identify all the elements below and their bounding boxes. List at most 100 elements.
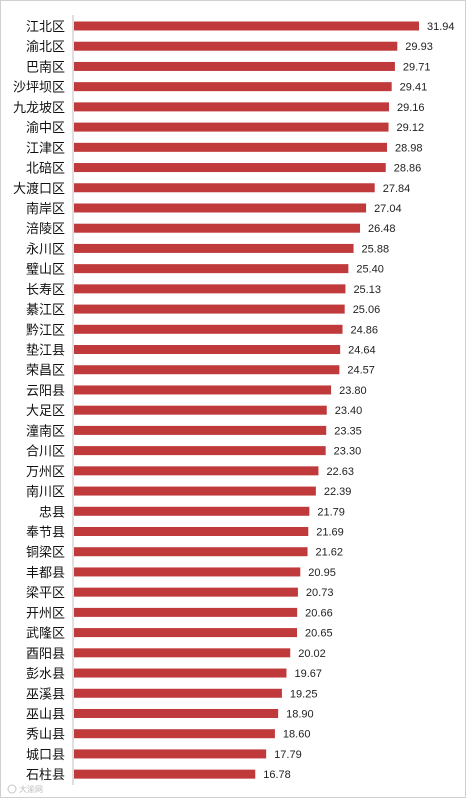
value-label: 24.64: [348, 345, 376, 357]
bar: [74, 607, 298, 617]
value-label: 22.39: [324, 486, 352, 498]
value-label: 19.67: [294, 668, 322, 680]
value-label: 16.78: [263, 769, 291, 781]
category-label: 忠县: [39, 505, 65, 520]
category-label: 南岸区: [26, 201, 65, 217]
value-labels-group: 31.94 29.93 29.71 29.41 29.16 29.12 28.98 28.86…: [263, 21, 454, 781]
category-label: 永川区: [26, 242, 65, 257]
value-label: 25.13: [353, 284, 381, 296]
bar: [74, 122, 389, 132]
bar: [74, 264, 349, 274]
category-label: 彭水县: [26, 667, 65, 682]
category-label: 渝中区: [26, 120, 65, 136]
value-label: 23.40: [335, 405, 363, 417]
category-label: 铜梁区: [26, 546, 65, 561]
category-label: 黔江区: [26, 323, 65, 338]
value-label: 25.40: [356, 264, 384, 276]
bars-group: [74, 21, 419, 779]
bar: [74, 405, 327, 415]
category-label: 长寿区: [26, 283, 65, 298]
bar: [74, 142, 388, 152]
category-label: 垫江县: [26, 343, 65, 359]
bar: [74, 284, 346, 294]
value-label: 28.98: [395, 142, 423, 154]
category-label: 大渡口区: [13, 181, 65, 197]
bar: [74, 163, 386, 173]
category-label: 北碚区: [26, 162, 65, 177]
value-label: 29.71: [403, 61, 431, 73]
category-label: 璧山区: [26, 262, 65, 278]
value-label: 18.90: [286, 708, 314, 720]
bar: [74, 102, 389, 112]
value-label: 23.35: [334, 425, 362, 437]
bar: [74, 688, 282, 698]
value-label: 22.63: [326, 466, 354, 478]
value-label: 29.41: [400, 82, 428, 94]
category-label: 合川区: [26, 445, 65, 460]
watermark-icon: [7, 784, 17, 794]
value-label: 29.16: [397, 102, 425, 114]
bar: [74, 345, 341, 355]
category-label: 巫山县: [26, 707, 65, 722]
bar: [74, 41, 398, 51]
value-label: 29.12: [397, 122, 425, 134]
value-label: 20.65: [305, 628, 333, 640]
value-label: 20.73: [306, 587, 334, 599]
bar: [74, 82, 392, 92]
category-label: 梁平区: [26, 586, 65, 601]
bar: [74, 567, 301, 577]
value-label: 17.79: [274, 749, 302, 761]
value-label: 23.80: [339, 385, 367, 397]
value-label: 27.04: [374, 203, 402, 215]
bar: [74, 243, 354, 253]
category-label: 南川区: [26, 484, 65, 500]
category-label: 潼南区: [26, 423, 65, 439]
bar: [74, 527, 309, 536]
bar: [74, 587, 298, 597]
value-label: 24.57: [347, 365, 375, 377]
value-label: 25.88: [362, 243, 390, 255]
bar: [74, 183, 375, 193]
bar: [74, 729, 275, 739]
value-label: 19.25: [290, 688, 318, 700]
category-label: 綦江区: [26, 303, 65, 318]
bar: [74, 749, 267, 759]
category-labels-group: 江北区渝北区巴南区沙坪坝区九龙坡区渝中区江津区北碚区大渡口区南岸区涪陵区永川区璧…: [13, 20, 65, 783]
value-label: 25.06: [353, 304, 381, 316]
value-label: 21.79: [317, 506, 345, 518]
value-label: 29.93: [405, 41, 433, 53]
value-label: 21.69: [316, 527, 344, 539]
value-label: 31.94: [427, 21, 455, 33]
value-label: 20.66: [305, 607, 333, 619]
category-label: 石柱县: [26, 768, 65, 783]
bar: [74, 708, 279, 718]
watermark-text: 大渝网: [19, 784, 43, 794]
category-label: 巫溪县: [26, 687, 65, 702]
bar: [74, 769, 256, 779]
value-label: 28.86: [394, 163, 422, 175]
bar: [74, 324, 343, 334]
bar: [74, 203, 367, 213]
bar: [74, 304, 345, 314]
bar: [74, 223, 361, 233]
value-label: 26.48: [368, 223, 396, 235]
bar: [74, 648, 291, 658]
bar: [74, 425, 327, 435]
value-label: 23.30: [334, 446, 362, 458]
category-label: 涪陵区: [26, 222, 65, 237]
category-label: 开州区: [26, 606, 65, 621]
category-label: 城口县: [26, 748, 65, 763]
watermark: 大渝网: [7, 784, 43, 794]
bar: [74, 506, 310, 516]
category-label: 大足区: [26, 404, 65, 419]
bar: [74, 486, 316, 496]
category-label: 奉节县: [26, 526, 65, 541]
bar: [74, 61, 395, 71]
category-label: 荣昌区: [26, 364, 65, 379]
category-label: 秀山县: [26, 728, 65, 743]
category-label: 江津区: [26, 141, 65, 156]
category-label: 巴南区: [26, 59, 65, 75]
category-label: 酉阳县: [26, 647, 65, 662]
